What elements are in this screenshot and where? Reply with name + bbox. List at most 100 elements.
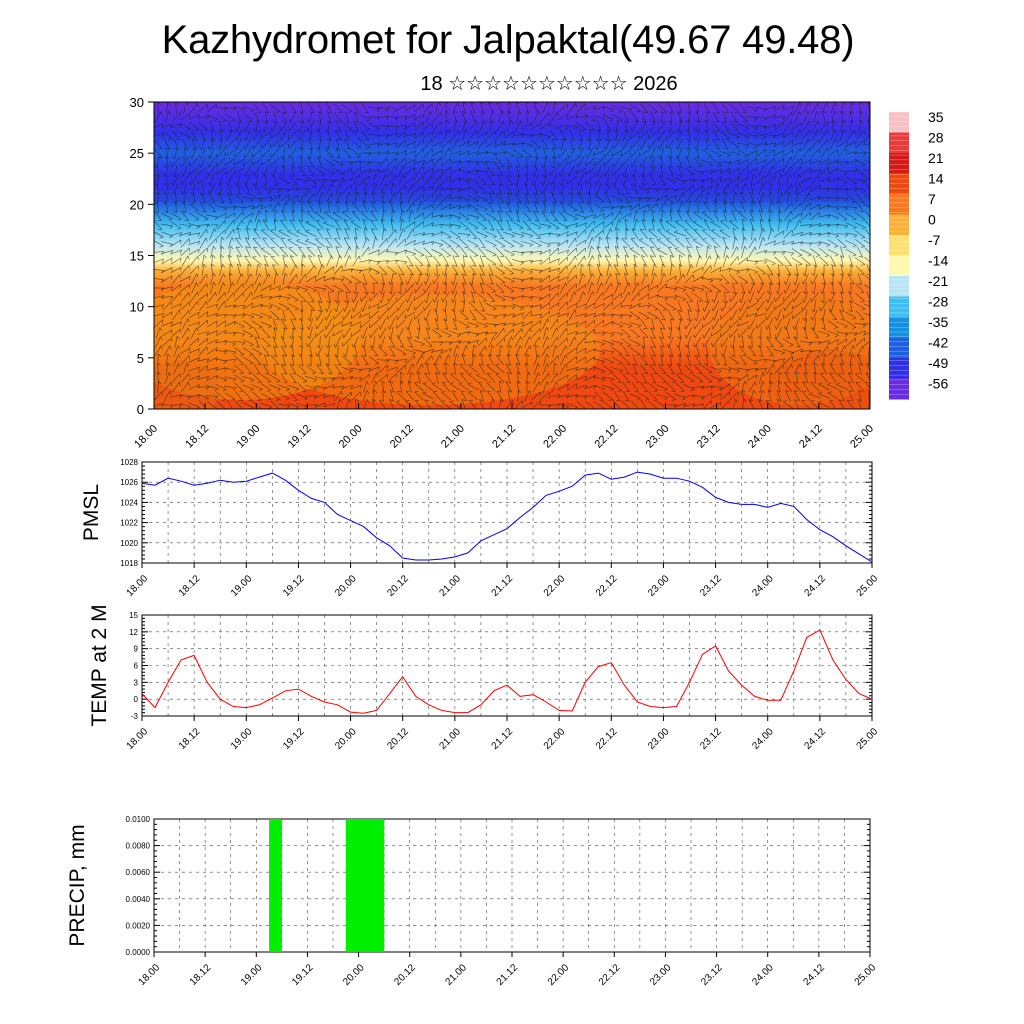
wind-barb-flag <box>738 299 742 303</box>
wind-barb-flag <box>385 174 388 179</box>
wind-barb-flag <box>783 168 785 173</box>
wind-barb <box>702 212 712 220</box>
wind-barb-flag <box>859 110 864 114</box>
wind-barb <box>674 248 686 256</box>
wind-barb-flag <box>501 111 505 115</box>
wind-barb <box>540 275 550 283</box>
wind-barb <box>376 134 390 136</box>
wind-barb <box>427 263 429 277</box>
wind-barb <box>242 105 254 111</box>
wind-barb-flag <box>557 268 560 272</box>
wind-barb <box>567 103 577 113</box>
wind-barb-flag <box>515 192 520 196</box>
wind-barb-flag <box>477 141 479 146</box>
wind-barb-flag <box>298 155 302 160</box>
wind-barb <box>282 147 286 159</box>
wind-barb-flag <box>810 297 812 302</box>
wind-barb <box>220 128 222 142</box>
wind-barb-flag <box>685 128 689 133</box>
wind-barb-flag <box>549 293 551 298</box>
wind-barb <box>702 239 712 247</box>
wind-barb-flag <box>760 283 765 285</box>
wind-barb-flag <box>537 111 541 115</box>
wind-barb <box>611 149 623 157</box>
wind-barb-flag <box>637 282 640 287</box>
wind-barb-flag <box>837 149 839 154</box>
wind-barb-flag <box>413 202 415 207</box>
wind-barb <box>604 246 612 258</box>
wind-barb-flag <box>481 110 486 114</box>
wind-barb <box>855 167 865 175</box>
wind-barb <box>710 266 722 274</box>
wind-barb-flag <box>232 108 237 112</box>
wind-barb <box>855 283 865 293</box>
wind-barb-flag <box>171 257 173 262</box>
wind-barb <box>596 183 602 195</box>
wind-barb <box>296 286 308 290</box>
wind-barb-flag <box>610 273 613 278</box>
wind-barb-flag <box>401 209 405 214</box>
wind-barb <box>422 222 434 228</box>
wind-barb-flag <box>206 301 208 306</box>
wind-barb <box>533 111 539 123</box>
wind-barb <box>738 166 748 176</box>
wind-barb <box>768 219 772 231</box>
wind-barb <box>280 220 288 230</box>
wind-barb-flag <box>711 307 714 312</box>
wind-barb <box>705 129 709 141</box>
wind-barb-flag <box>824 255 829 257</box>
wind-barb-flag <box>681 201 685 205</box>
wind-barb <box>227 255 233 267</box>
wind-barb <box>170 212 182 220</box>
wind-barb <box>586 147 594 159</box>
wind-barb-flag <box>650 246 655 248</box>
wind-barb-flag <box>331 255 334 260</box>
wind-barb <box>200 147 206 159</box>
wind-barb-flag <box>756 306 758 311</box>
wind-barb <box>281 210 287 222</box>
wind-barb-flag <box>723 209 728 213</box>
wind-barb <box>252 148 262 158</box>
wind-barb <box>679 119 681 133</box>
wind-barb-flag <box>498 210 503 213</box>
wind-barb-flag <box>345 200 350 204</box>
wind-barb-flag <box>802 290 806 295</box>
wind-barb <box>271 202 279 212</box>
wind-barb <box>567 283 577 293</box>
wind-barb <box>605 138 611 150</box>
wind-barb-flag <box>320 174 325 176</box>
wind-barb <box>683 167 695 175</box>
wind-barb <box>445 272 447 286</box>
wind-barb <box>855 130 865 140</box>
wind-barb-flag <box>220 202 225 204</box>
wind-barb <box>724 290 726 304</box>
wind-barb-flag <box>161 133 165 138</box>
wind-barb <box>721 138 729 150</box>
wind-barb <box>280 237 288 249</box>
wind-barb <box>594 193 604 203</box>
wind-barb <box>674 294 686 300</box>
wind-barb-flag <box>458 177 461 182</box>
wind-barb-flag <box>817 102 820 107</box>
wind-barb <box>558 211 568 221</box>
wind-barb-flag <box>575 237 577 242</box>
wind-barb <box>746 115 758 119</box>
wind-barb-flag <box>376 161 381 166</box>
wind-barb-flag <box>305 193 307 198</box>
wind-barb <box>316 183 324 195</box>
wind-barb-flag <box>395 132 398 137</box>
wind-barb-flag <box>800 147 802 152</box>
wind-barb <box>405 283 415 293</box>
wind-barb-flag <box>809 159 812 164</box>
wind-barb <box>741 246 745 258</box>
wind-barb-flag <box>161 258 164 263</box>
wind-barb <box>598 128 600 142</box>
wind-barb <box>677 111 683 123</box>
wind-barb <box>561 192 565 204</box>
wind-barb <box>593 303 605 309</box>
wind-barb-flag <box>529 235 533 239</box>
wind-barb-flag <box>531 181 534 186</box>
wind-barb-flag <box>490 229 495 231</box>
wind-barb <box>300 102 304 114</box>
wind-barb-flag <box>659 219 664 221</box>
